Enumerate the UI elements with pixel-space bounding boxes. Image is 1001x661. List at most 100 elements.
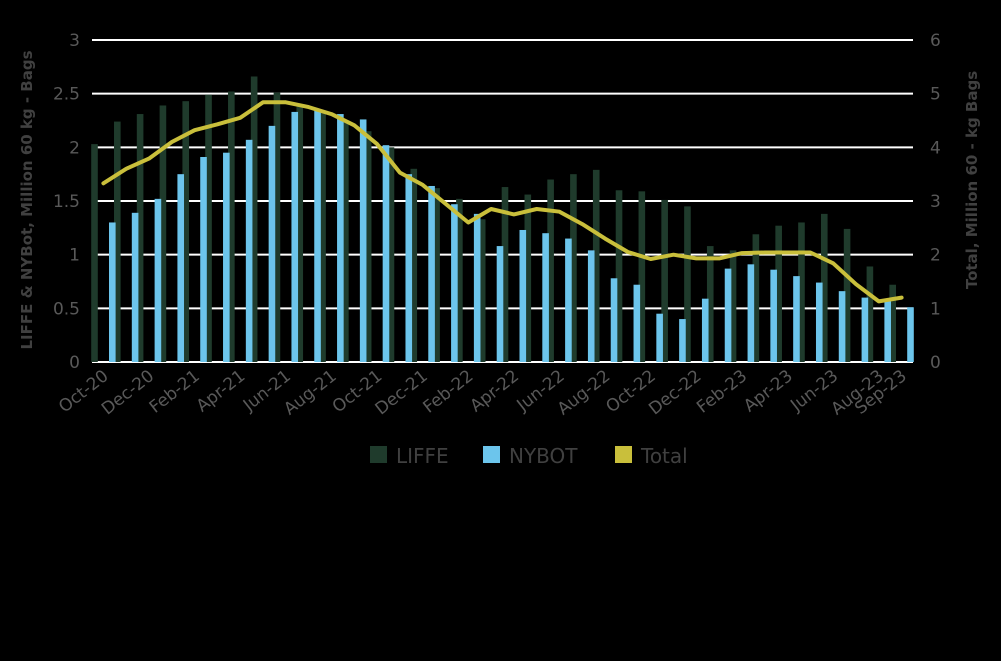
nybot-bar: [109, 222, 116, 362]
nybot-bar: [565, 238, 572, 362]
nybot-bar: [861, 297, 869, 362]
liffe-bar: [889, 284, 896, 362]
nybot-bar: [154, 198, 162, 362]
liffe-bar: [182, 101, 190, 363]
right-y-tick-label: 4: [930, 138, 941, 158]
nybot-bar: [451, 204, 458, 362]
liffe-bar: [524, 194, 532, 362]
liffe-bar: [706, 246, 714, 362]
left-y-tick-label: 2: [69, 138, 80, 158]
liffe-bar: [296, 106, 304, 363]
liffe-bar: [364, 131, 372, 362]
nybot-bar: [907, 307, 914, 362]
nybot-bar: [610, 278, 618, 362]
left-y-tick-label: 3: [69, 31, 80, 51]
left-y-tick-label: 2.5: [53, 85, 80, 105]
right-y-tick-label: 3: [930, 192, 941, 212]
nybot-bar: [679, 319, 686, 362]
nybot-bar: [428, 185, 435, 362]
right-y-tick-label: 6: [930, 31, 941, 51]
nybot-bar: [382, 145, 390, 362]
liffe-bar: [729, 250, 737, 362]
nybot-bar: [359, 119, 367, 362]
liffe-bar: [478, 219, 486, 362]
liffe-bar: [798, 222, 805, 362]
nybot-bar: [337, 114, 344, 362]
liffe-bar: [136, 114, 144, 362]
nybot-bar: [405, 174, 413, 362]
liffe-bar: [661, 199, 668, 362]
left-y-tick-label: 1: [69, 246, 80, 266]
legend-label-nybot: NYBOT: [509, 444, 578, 468]
nybot-bar: [200, 156, 207, 362]
nybot-bar: [314, 109, 321, 363]
liffe-bar: [456, 198, 463, 362]
liffe-bar: [273, 92, 281, 363]
nybot-bar: [542, 233, 549, 362]
liffe-bar: [592, 169, 600, 362]
legend-swatch-liffe: [370, 446, 387, 463]
liffe-bar: [159, 105, 167, 363]
liffe-bar: [866, 266, 874, 362]
bar-series: [91, 76, 914, 363]
liffe-bar: [752, 234, 760, 362]
right-y-tick-label: 1: [930, 299, 941, 319]
liffe-bar: [410, 168, 418, 362]
liffe-bar: [843, 228, 851, 362]
left-y-axis: 0 0.5 1 1.5 2 2.5 3: [53, 31, 80, 373]
nybot-bar: [838, 291, 846, 362]
nybot-bar: [633, 284, 641, 362]
liffe-bar: [387, 147, 395, 362]
left-y-axis-title: LIFFE & NYBot, Million 60 kg - Bags: [18, 50, 36, 349]
legend: LIFFE NYBOT Total: [370, 444, 688, 468]
nybot-bar: [177, 174, 185, 362]
liffe-bar: [250, 76, 258, 362]
liffe-bar: [228, 91, 235, 363]
left-y-tick-label: 0.5: [53, 299, 80, 319]
nybot-bar: [496, 246, 504, 362]
legend-label-total: Total: [640, 444, 688, 468]
legend-swatch-total: [615, 446, 632, 463]
liffe-bar: [91, 144, 98, 362]
liffe-bar: [775, 225, 782, 362]
nybot-bar: [291, 111, 299, 362]
liffe-bar: [547, 179, 554, 362]
liffe-bar: [433, 188, 440, 362]
right-y-tick-label: 5: [930, 85, 941, 105]
nybot-bar: [701, 298, 709, 362]
legend-swatch-nybot: [483, 446, 500, 463]
right-y-tick-label: 0: [930, 353, 941, 373]
left-y-tick-label: 1.5: [53, 192, 80, 212]
nybot-bar: [245, 139, 253, 362]
right-y-axis-title: Total, Million 60 - kg Bags: [963, 71, 981, 289]
nybot-bar: [815, 282, 823, 362]
liffe-bar: [615, 190, 623, 362]
liffe-bar: [820, 213, 828, 362]
line-series: [101, 100, 904, 304]
right-y-tick-label: 2: [930, 246, 941, 266]
nybot-bar: [223, 152, 230, 362]
right-y-axis: 0 1 2 3 4 5 6: [930, 31, 941, 373]
legend-label-liffe: LIFFE: [396, 444, 449, 468]
nybot-bar: [656, 313, 663, 362]
nybot-bar: [770, 269, 777, 362]
liffe-bar: [114, 121, 121, 362]
nybot-bar: [884, 298, 891, 362]
nybot-bar: [747, 264, 755, 362]
nybot-bar: [724, 268, 732, 362]
liffe-bar: [342, 120, 349, 362]
liffe-bar: [205, 94, 212, 363]
liffe-bar: [319, 112, 326, 362]
liffe-bar: [684, 206, 691, 362]
liffe-bar: [570, 174, 577, 362]
nybot-bar: [268, 125, 276, 362]
total-line: [101, 100, 904, 304]
nybot-bar: [793, 276, 800, 362]
left-y-tick-label: 0: [69, 353, 80, 373]
nybot-bar: [473, 213, 481, 362]
nybot-bar: [587, 250, 595, 362]
nybot-bar: [131, 212, 139, 362]
nybot-bar: [519, 229, 527, 362]
liffe-bar: [501, 187, 509, 362]
